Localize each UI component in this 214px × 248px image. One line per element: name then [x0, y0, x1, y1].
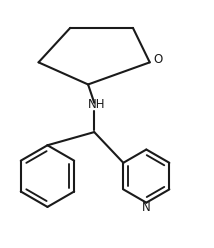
Text: NH: NH [88, 98, 105, 111]
Text: N: N [142, 201, 151, 215]
Text: O: O [154, 53, 163, 66]
